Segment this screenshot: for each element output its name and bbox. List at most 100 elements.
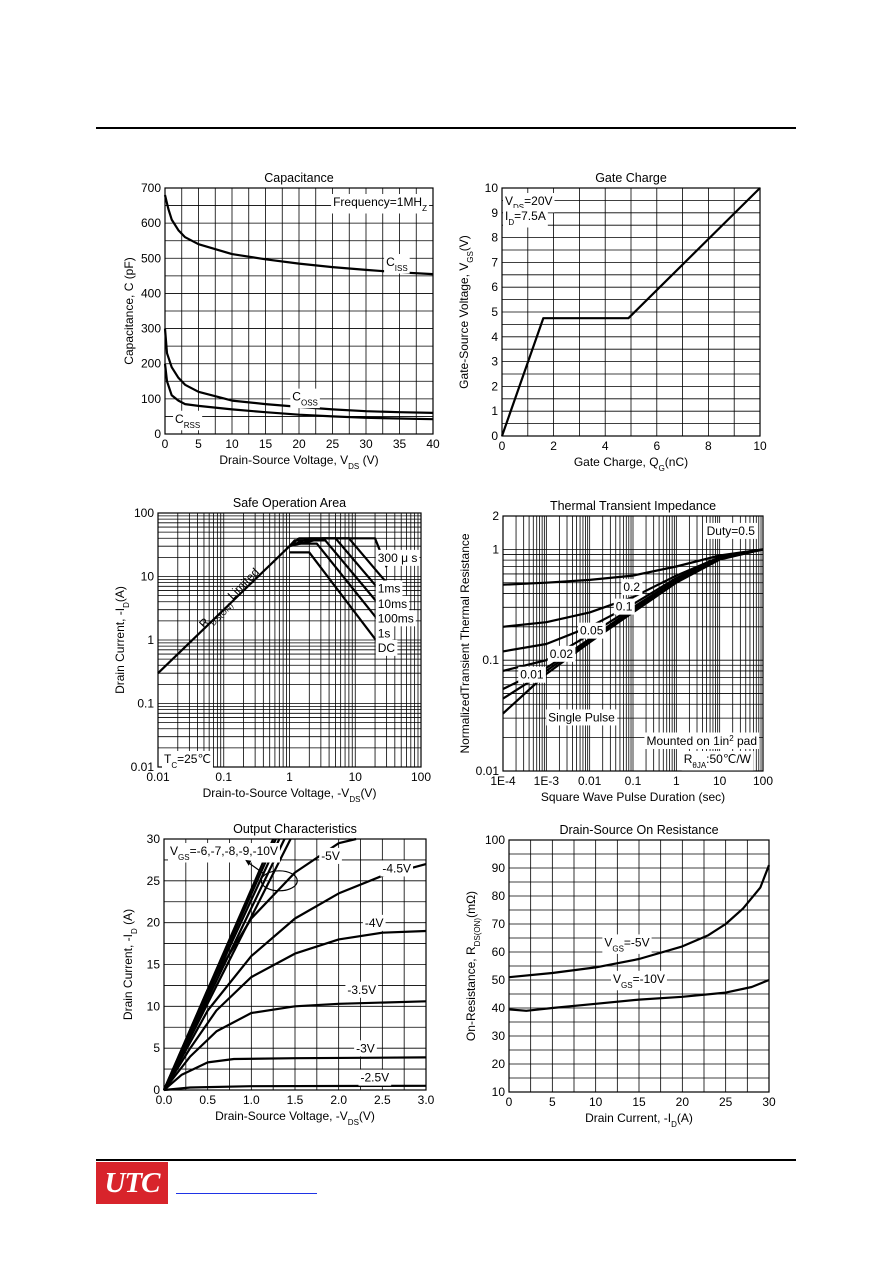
series-line	[508, 864, 771, 979]
x-tick-label: 4	[602, 439, 609, 453]
y-tick-label: 10	[485, 181, 499, 195]
duty-cycle-label: 0.1	[616, 600, 633, 614]
output-characteristics-svg: 0.0 0.5 1.0 1.5 2.0 2.5 3.0 0 5 10 15 20 25 30 Output …	[121, 822, 435, 1127]
series-line	[289, 537, 388, 584]
vgs-group-ellipse	[260, 870, 298, 892]
soa-curve-label-bg	[375, 580, 403, 597]
y-tick-label: 200	[141, 357, 161, 371]
x-tick-label: 30	[359, 437, 373, 451]
x-tick-label: 3.0	[418, 1093, 435, 1107]
vgs-10v-label-group: VGS=-10V	[611, 970, 667, 991]
x-axis-label: Square Wave Pulse Duration (sec)	[541, 790, 725, 804]
tc-condition-group: TC=25℃	[162, 751, 213, 771]
series-line	[508, 978, 770, 1012]
y-tick-label: 600	[141, 216, 161, 230]
duty-cycle-label-group: 0.01	[518, 666, 546, 683]
soa-curve-label: 300 μ s	[378, 551, 418, 565]
ciss-label-group: CISS	[384, 254, 410, 274]
vgs-group-label-group: VGS=-6,-7,-8,-9,-10V	[168, 843, 280, 863]
vgs-curve-label-group: -4.5V	[380, 860, 414, 877]
soa-curve-label-group: 100ms	[375, 610, 416, 627]
capacitance-chart: 0 5 10 15 20 25 30 35 40 0 100 200 300 400 500 600 700 Ca…	[108, 166, 448, 476]
duty-cycle-label: 0.05	[580, 624, 604, 638]
y-tick-label: 50	[492, 973, 506, 987]
drain-source-on-resistance-svg: 0 5 10 15 20 25 30 10 20 30 40 50 60 70 80 90 100 Drain-S…	[464, 823, 776, 1129]
frequency-annotation-group: Frequency=1MHZ	[331, 194, 430, 214]
y-tick-label: 1	[491, 404, 498, 418]
gate-charge-condition: VDS=20V	[505, 194, 553, 212]
vgs-curve-label-group: -3V	[354, 1040, 377, 1057]
duty-cycle-label-bg	[578, 622, 606, 639]
x-tick-label: 15	[632, 1095, 646, 1109]
vgs-curve-label: -4.5V	[382, 861, 411, 875]
y-tick-label: 0.01	[131, 760, 155, 774]
duty-cycle-label-group: Duty=0.5	[704, 522, 758, 539]
mounting-note-bg	[644, 732, 759, 749]
y-tick-label: 4	[491, 330, 498, 344]
plot-frame	[508, 839, 770, 1093]
soa-curve-label-group: 1s	[375, 625, 393, 642]
x-tick-label: 0.0	[156, 1093, 173, 1107]
y-axis-label: Capacitance, C (pF)	[122, 257, 136, 364]
x-tick-label: 0.01	[578, 774, 602, 788]
duty-cycle-label: 0.2	[623, 580, 640, 594]
vgs-curve-label-group: -3.5V	[345, 981, 379, 998]
thermal-resistance-note-group: RθJA:50℃/W	[681, 751, 754, 771]
soa-curve-label: 1s	[378, 626, 391, 640]
x-tick-label: 8	[705, 439, 712, 453]
gate-charge-condition-group: VDS=20V	[503, 193, 555, 213]
series-line	[163, 194, 434, 276]
mounting-note-group: Mounted on 1in2 pad	[644, 732, 759, 749]
chart-title: Capacitance	[264, 171, 334, 185]
duty-cycle-label-bg	[518, 666, 546, 683]
header-rule	[96, 127, 796, 129]
x-tick-label: 0.1	[625, 774, 642, 788]
duty-cycle-label-bg	[621, 579, 643, 596]
y-tick-label: 6	[491, 280, 498, 294]
soa-curve-label-group: 300 μ s	[375, 549, 420, 566]
gridlines	[501, 187, 761, 437]
x-axis-label: Drain-Source Voltage, -VDS(V)	[215, 1109, 375, 1127]
tc-condition: TC=25℃	[164, 752, 211, 770]
y-tick-label: 10	[147, 999, 161, 1013]
soa-curve-label-group: DC	[375, 639, 398, 656]
plot-frame	[502, 515, 764, 772]
duty-cycle-label-group: Single Pulse	[546, 709, 618, 726]
y-tick-label: 5	[491, 305, 498, 319]
crss-label-group: CRSS	[173, 410, 203, 431]
x-tick-label: 15	[259, 437, 273, 451]
thermal-transient-impedance-chart: 1E-4 1E-3 0.01 0.1 1 10 100 0.01 0.1 1 2 Thermal Tr…	[455, 491, 795, 811]
duty-cycle-label-bg	[704, 522, 758, 539]
series-line	[289, 551, 388, 655]
x-tick-label: 1.5	[287, 1093, 304, 1107]
utc-logo: UTC	[96, 1162, 168, 1204]
coss-label: COSS	[292, 390, 318, 408]
y-tick-label: 3	[491, 355, 498, 369]
x-tick-label: 6	[653, 439, 660, 453]
gate-charge-chart: 0 2 4 6 8 10 0 1 2 3 4 5 6 7 8 9 10 Gate Charge Gate Charg…	[455, 166, 795, 476]
series-line	[288, 542, 388, 632]
y-tick-label: 0.01	[476, 764, 500, 778]
y-tick-label: 0	[491, 429, 498, 443]
soa-curve-label-group: 1ms	[375, 580, 403, 597]
frequency-annotation-bg	[331, 194, 430, 214]
footer-link-underline	[176, 1193, 317, 1194]
series-line	[163, 363, 434, 421]
y-tick-label: 25	[147, 874, 161, 888]
chart-title: Output Characteristics	[233, 822, 357, 836]
x-tick-label: 1E-4	[490, 774, 516, 788]
vgs-curve-label-bg	[358, 1069, 392, 1086]
footer-rule	[96, 1159, 796, 1161]
y-tick-label: 0.1	[482, 653, 499, 667]
ciss-label-bg	[384, 254, 410, 274]
vgs-curve-label-group: -2.5V	[358, 1069, 392, 1086]
plot-frame	[157, 512, 422, 768]
soa-curve-label-bg	[375, 549, 420, 566]
y-tick-label: 400	[141, 286, 161, 300]
tc-condition-bg	[162, 751, 213, 771]
y-tick-label: 1	[147, 633, 154, 647]
gate-charge-condition-bg	[503, 193, 555, 213]
soa-curve-label-bg	[375, 639, 398, 656]
y-tick-label: 30	[492, 1029, 506, 1043]
y-tick-label: 100	[134, 506, 154, 520]
